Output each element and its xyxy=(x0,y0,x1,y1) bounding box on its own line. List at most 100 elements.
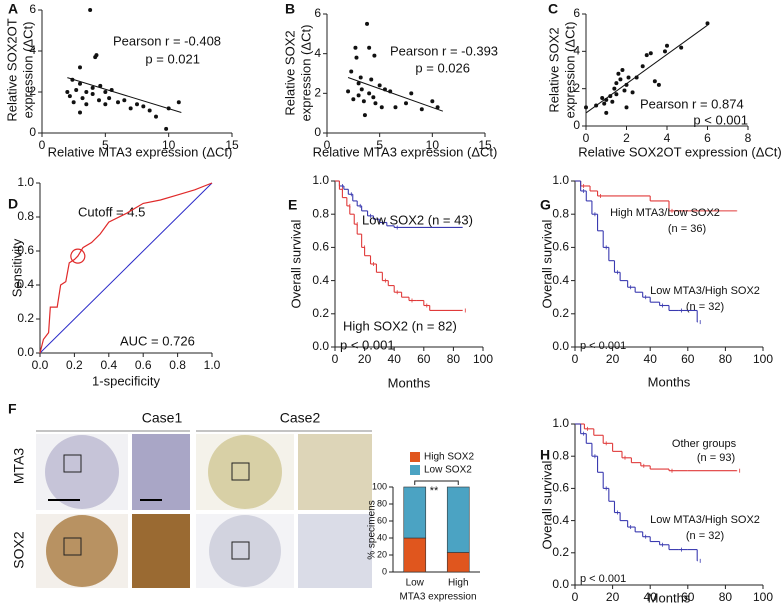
trend-line xyxy=(347,76,444,112)
point xyxy=(630,90,635,95)
y-tick-label: 0.0 xyxy=(552,577,569,591)
point xyxy=(600,96,605,100)
point xyxy=(379,105,384,110)
point xyxy=(353,45,358,50)
y-tick-label: 0.0 xyxy=(552,339,569,353)
point xyxy=(624,105,629,110)
roc-curve xyxy=(39,182,213,354)
y-tick-label: 1.0 xyxy=(312,173,329,187)
annotation: p = 0.021 xyxy=(145,51,200,66)
y-tick-label: 40 xyxy=(377,532,387,542)
point xyxy=(71,100,76,105)
x-tick-label: 0 xyxy=(324,138,331,152)
annotation: Cutoff = 4.5 xyxy=(78,204,145,219)
point xyxy=(705,21,710,26)
x-tick-label: 0.4 xyxy=(100,358,117,372)
column-label: Case1 xyxy=(142,410,183,426)
y-tick-label: 4 xyxy=(314,46,321,60)
x-axis-label: Months xyxy=(388,375,431,390)
x-tick-label: 2 xyxy=(623,131,630,145)
x-tick-label: 0.6 xyxy=(135,358,152,372)
bar-segment xyxy=(446,552,470,573)
y-tick-label: 0.8 xyxy=(17,209,34,223)
y-tick-label: 0.0 xyxy=(17,345,34,359)
point xyxy=(359,87,364,92)
y-tick-label: 0.6 xyxy=(552,240,569,254)
point xyxy=(377,83,382,88)
point xyxy=(365,21,370,26)
point xyxy=(652,79,657,84)
point xyxy=(616,71,621,76)
x-tick-label: 80 xyxy=(719,352,733,366)
point xyxy=(147,108,152,113)
x-tick-label: 40 xyxy=(644,352,658,366)
point xyxy=(614,92,619,97)
point xyxy=(602,101,607,106)
annotation: (n = 93) xyxy=(697,452,735,464)
point xyxy=(372,53,377,58)
y-tick-label: 0.2 xyxy=(312,306,329,320)
x-tick-label: 8 xyxy=(745,131,752,145)
zoom-box xyxy=(231,541,250,560)
point xyxy=(656,82,661,87)
x-tick-label: 100 xyxy=(753,590,773,604)
y-axis-label: expression (ΔCt) xyxy=(20,22,35,119)
panel-label: E xyxy=(288,197,297,213)
point xyxy=(430,99,435,104)
x-tick-label: 60 xyxy=(681,590,695,604)
point xyxy=(404,101,408,106)
annotation: p < 0.001 xyxy=(580,340,626,352)
point xyxy=(78,81,82,86)
annotation: p = 0.026 xyxy=(415,60,470,75)
tissue-core xyxy=(209,515,281,587)
annotation: Pearson r = -0.408 xyxy=(113,33,221,48)
y-tick-label: 20 xyxy=(377,549,387,559)
annotation: Pearson r = -0.393 xyxy=(390,43,498,58)
point xyxy=(610,99,615,104)
y-axis-label: Relative SOX2 xyxy=(546,27,561,112)
series-label: Other groups xyxy=(672,438,737,450)
point xyxy=(354,55,359,60)
panel-label: B xyxy=(285,1,295,17)
point xyxy=(648,51,653,56)
bar-segment xyxy=(403,486,427,539)
point xyxy=(644,53,649,58)
y-tick-label: 0.4 xyxy=(552,273,569,287)
panel-label: A xyxy=(8,1,18,17)
zoom-image xyxy=(298,434,372,510)
point xyxy=(634,75,639,80)
bar-segment xyxy=(403,537,427,573)
x-tick-label: 15 xyxy=(225,138,239,152)
annotation: ** xyxy=(430,485,439,497)
reference-line xyxy=(39,182,213,354)
legend-swatch xyxy=(410,465,420,475)
x-tick-label: 80 xyxy=(447,352,461,366)
y-tick-label: 0.2 xyxy=(17,311,34,325)
y-tick-label: 60 xyxy=(377,515,387,525)
point xyxy=(116,100,120,105)
y-tick-label: 0.8 xyxy=(552,206,569,220)
y-tick-label: 100 xyxy=(372,481,387,491)
legend-swatch xyxy=(410,452,420,462)
y-tick-label: 1.0 xyxy=(552,173,569,187)
annotation: p < 0.001 xyxy=(340,337,395,352)
y-tick-label: 0 xyxy=(29,125,36,139)
y-axis-label: Relative SOX2 xyxy=(282,30,297,115)
x-tick-label: 60 xyxy=(681,352,695,366)
y-tick-label: 1.0 xyxy=(552,416,569,430)
x-tick-label: 40 xyxy=(388,352,402,366)
legend-label: Low SOX2 xyxy=(424,465,472,476)
x-tick-label: 15 xyxy=(478,138,492,152)
panel-label: C xyxy=(548,1,558,17)
point xyxy=(584,105,588,110)
x-tick-label: 6 xyxy=(704,131,711,145)
point xyxy=(604,110,609,115)
series-label: High SOX2 (n = 82) xyxy=(343,318,457,333)
x-tick-label: Low xyxy=(406,578,425,589)
tissue-core xyxy=(46,515,118,587)
point xyxy=(90,92,95,97)
x-axis-label: Months xyxy=(648,590,691,605)
